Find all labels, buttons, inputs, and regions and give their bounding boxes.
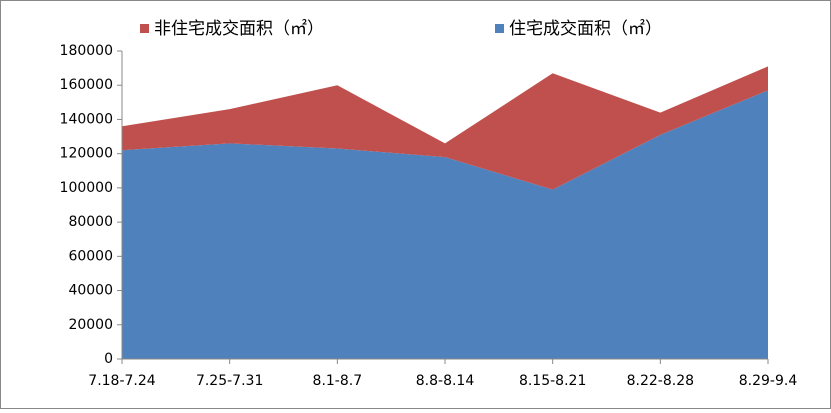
y-tick-label: 80000 <box>68 214 113 230</box>
legend-label: 非住宅成交面积（㎡） <box>154 19 324 39</box>
y-tick-label: 40000 <box>68 283 113 299</box>
legend: 非住宅成交面积（㎡） 住宅成交面积（㎡） <box>140 19 662 39</box>
y-tick-label: 0 <box>104 351 113 367</box>
x-tick-label: 8.1-8.7 <box>313 373 363 389</box>
x-tick-label: 8.15-8.21 <box>519 373 586 389</box>
y-tick-label: 160000 <box>60 77 113 93</box>
x-tick-label: 8.8-8.14 <box>416 373 475 389</box>
x-tick-label: 7.18-7.24 <box>88 373 155 389</box>
x-tick-label: 8.22-8.28 <box>627 373 694 389</box>
area <box>122 90 768 359</box>
y-tick-label: 60000 <box>68 248 113 264</box>
x-tick-label: 8.29-9.4 <box>739 373 798 389</box>
legend-swatch <box>140 24 149 33</box>
y-tick-label: 180000 <box>60 43 113 59</box>
area <box>122 66 768 190</box>
y-tick-label: 100000 <box>60 180 113 196</box>
x-tick-label: 7.25-7.31 <box>196 373 263 389</box>
y-tick-label: 20000 <box>68 317 113 333</box>
legend-label: 住宅成交面积（㎡） <box>509 19 662 39</box>
y-tick-label: 140000 <box>60 111 113 127</box>
y-tick-label: 120000 <box>60 146 113 162</box>
legend-swatch <box>495 24 504 33</box>
